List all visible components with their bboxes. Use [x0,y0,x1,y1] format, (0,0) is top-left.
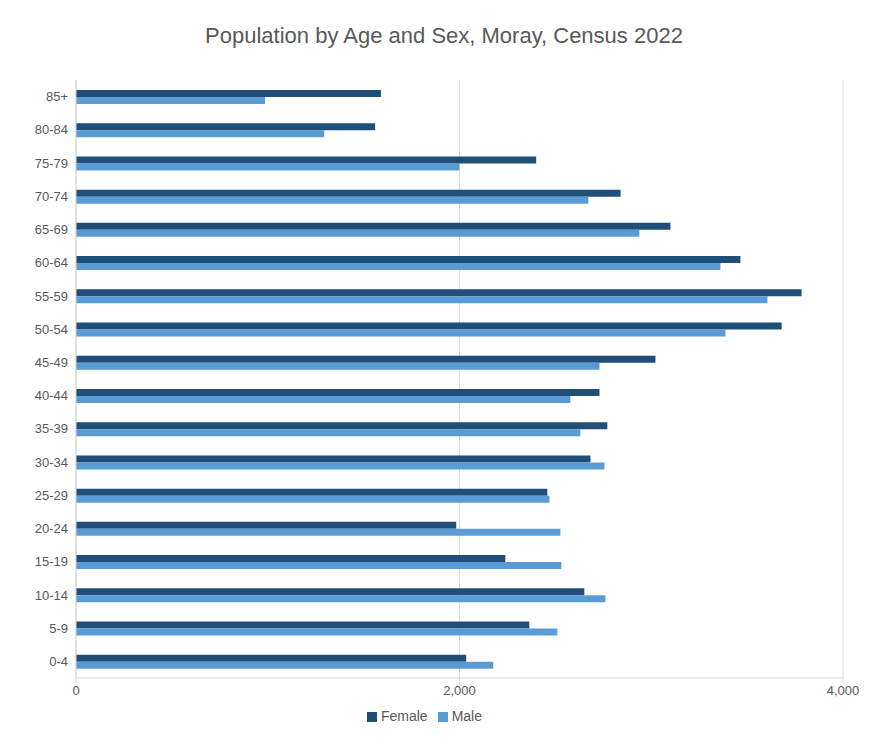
svg-text:55-59: 55-59 [35,289,68,304]
svg-text:75-79: 75-79 [35,156,68,171]
html-text:Male: Male [451,708,482,724]
svg-text:15-19: 15-19 [35,554,68,569]
svg-text:2,000: 2,000 [443,683,476,698]
svg-text:20-24: 20-24 [35,521,68,536]
svg-text:0-4: 0-4 [49,654,68,669]
svg-text:50-54: 50-54 [35,322,68,337]
svg-text:45-49: 45-49 [35,355,68,370]
svg-text:85+: 85+ [46,89,68,104]
svg-text:35-39: 35-39 [35,421,68,436]
svg-text:65-69: 65-69 [35,222,68,237]
svg-text:5-9: 5-9 [49,621,68,636]
html-text:Population by Age and Sex, Mor: Population by Age and Sex, Moray, Census… [205,23,683,48]
svg-text:60-64: 60-64 [35,255,68,270]
svg-text:30-34: 30-34 [35,455,68,470]
svg-text:10-14: 10-14 [35,588,68,603]
svg-text:80-84: 80-84 [35,122,68,137]
svg-text:40-44: 40-44 [35,388,68,403]
svg-text:70-74: 70-74 [35,189,68,204]
svg-text:0: 0 [72,683,79,698]
html-text:Female: Female [381,708,428,724]
svg-text:4,000: 4,000 [827,683,860,698]
svg-text:25-29: 25-29 [35,488,68,503]
